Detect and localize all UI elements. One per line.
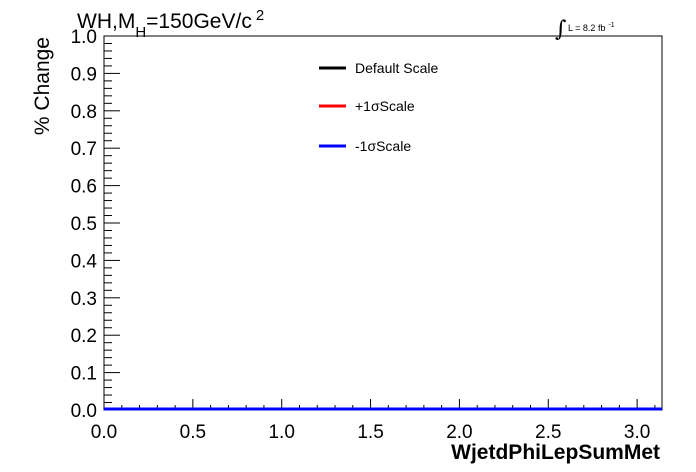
y-tick-label: 0.6 (71, 177, 97, 198)
plot-frame (103, 35, 663, 411)
y-tick-label: 0.9 (71, 64, 97, 85)
legend-entry: +1σScale (355, 98, 415, 114)
y-axis-title: % Change (31, 37, 54, 135)
title-prefix: WH,M (77, 10, 135, 33)
x-tick-label: 2.5 (535, 422, 561, 443)
x-axis-title: WjetdPhiLepSumMet (451, 441, 660, 464)
luminosity-label: ∫ L = 8.2 fb -1 (555, 17, 615, 42)
x-tick-label: 2.0 (446, 422, 472, 443)
x-tick-label: 0.0 (91, 422, 117, 443)
x-tick-label: 3.0 (624, 422, 650, 443)
legend-entry: -1σScale (355, 138, 411, 154)
x-tick-label: 1.0 (268, 422, 294, 443)
legend-entry: Default Scale (355, 60, 438, 76)
y-tick-label: 0.5 (71, 214, 97, 235)
integral-sign: ∫ (555, 17, 567, 42)
lumi-superscript: -1 (608, 22, 614, 29)
title-superscript: 2 (256, 7, 264, 24)
title-subscript: H (135, 24, 146, 41)
title-rest: =150GeV/c (146, 10, 252, 33)
legend: Default Scale +1σScale -1σScale (319, 60, 438, 154)
x-tick-label: 0.5 (180, 422, 206, 443)
y-tick-label: 0.8 (71, 102, 97, 123)
y-tick-label: 0.1 (71, 364, 97, 385)
y-tick-label: 0.4 (71, 251, 98, 272)
y-tick-label: 0.2 (71, 326, 97, 347)
tick-labels: 0.0 0.5 1.0 1.5 2.0 2.5 3.0 0.0 0.1 0.2 0.3 0.4 0.5 0… (71, 27, 651, 443)
lumi-text: L = 8.2 fb -1 (568, 22, 615, 33)
y-tick-label: 0.3 (71, 289, 97, 310)
axis-ticks (103, 35, 656, 411)
y-tick-label: 1.0 (71, 27, 97, 48)
x-tick-label: 1.5 (357, 422, 383, 443)
lumi-value: L = 8.2 fb (568, 23, 605, 33)
y-tick-label: 0.0 (71, 401, 97, 422)
y-tick-label: 0.7 (71, 139, 97, 160)
chart-title: WH,MH=150GeV/c 2 (77, 7, 264, 41)
